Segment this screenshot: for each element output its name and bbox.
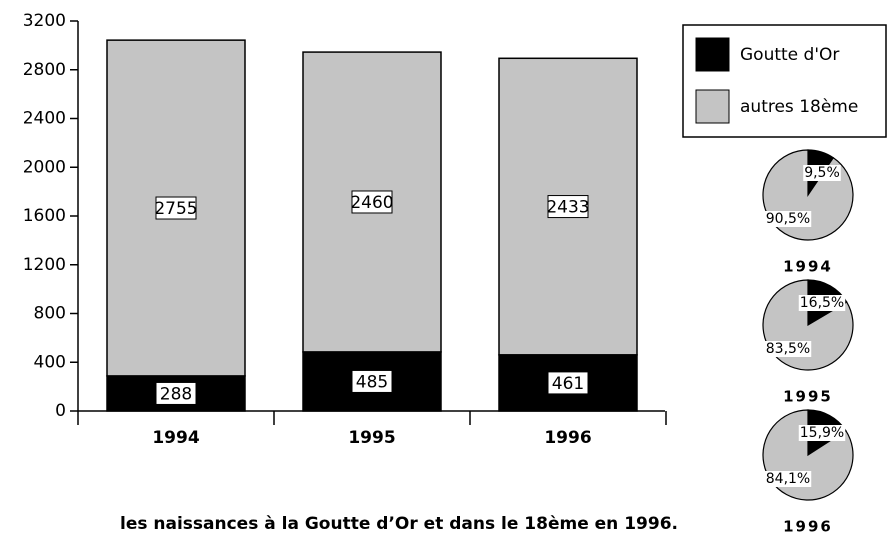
pie-label: 84,1% — [766, 471, 810, 487]
pie-title: 1996 — [783, 518, 833, 536]
y-tick-label: 800 — [34, 304, 66, 324]
value-label: 485 — [356, 372, 388, 392]
pie-label-box — [764, 211, 812, 227]
value-label: 2433 — [546, 198, 589, 218]
pie-label-box — [803, 165, 841, 181]
value-label-box — [155, 196, 197, 220]
legend-label: autres 18ème — [740, 97, 858, 117]
y-tick-label: 3200 — [23, 11, 66, 31]
value-label-box — [351, 190, 393, 214]
legend-label: Goutte d'Or — [740, 45, 839, 65]
value-label-box — [351, 369, 393, 393]
value-label-box — [155, 381, 197, 405]
value-label-box — [547, 195, 589, 219]
pie-label-box — [764, 471, 812, 487]
pie-label: 9,5% — [804, 165, 840, 181]
y-tick-label: 0 — [55, 401, 66, 421]
value-label: 2460 — [350, 193, 393, 213]
y-tick-label: 400 — [34, 352, 66, 372]
pie-label: 90,5% — [766, 211, 810, 227]
pie-title: 1995 — [783, 388, 833, 406]
x-tick-label: 1996 — [544, 428, 591, 448]
pie-label: 83,5% — [766, 341, 810, 357]
y-tick-label: 2400 — [23, 109, 66, 129]
x-tick-label: 1994 — [152, 428, 199, 448]
value-label: 461 — [552, 374, 584, 394]
y-tick-label: 2800 — [23, 60, 66, 80]
legend-swatch — [695, 89, 730, 124]
y-tick-label: 1200 — [23, 255, 66, 275]
legend-swatch — [695, 37, 730, 72]
value-label-box — [547, 371, 589, 395]
y-tick-label: 1600 — [23, 206, 66, 226]
x-tick-label: 1995 — [348, 428, 395, 448]
pie-label-box — [798, 295, 846, 311]
value-label: 2755 — [154, 199, 197, 219]
y-tick-label: 2000 — [23, 157, 66, 177]
caption: les naissances à la Goutte d’Or et dans … — [120, 514, 678, 534]
pie-title: 1994 — [783, 258, 833, 276]
pie-label: 16,5% — [800, 295, 844, 311]
pie-label-box — [764, 341, 812, 357]
pie-label-box — [798, 425, 846, 441]
pie-label: 15,9% — [800, 425, 844, 441]
value-label: 288 — [160, 384, 192, 404]
